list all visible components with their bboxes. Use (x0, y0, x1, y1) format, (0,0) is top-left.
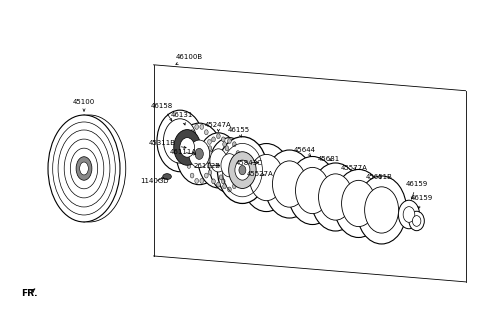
Ellipse shape (76, 157, 92, 180)
Ellipse shape (195, 124, 199, 129)
Text: 45527A: 45527A (247, 171, 274, 177)
Ellipse shape (235, 160, 250, 180)
Ellipse shape (212, 179, 216, 184)
Ellipse shape (200, 179, 204, 183)
Ellipse shape (163, 119, 197, 163)
Ellipse shape (228, 139, 231, 144)
Ellipse shape (176, 123, 222, 185)
Ellipse shape (239, 166, 246, 175)
Text: 45651B: 45651B (366, 174, 393, 179)
Ellipse shape (186, 151, 190, 156)
Ellipse shape (207, 158, 210, 163)
Ellipse shape (204, 130, 208, 135)
Ellipse shape (232, 184, 236, 189)
Ellipse shape (190, 173, 194, 178)
Ellipse shape (223, 142, 227, 147)
Ellipse shape (163, 174, 171, 179)
Ellipse shape (296, 168, 329, 214)
Ellipse shape (219, 175, 223, 180)
Ellipse shape (288, 156, 337, 225)
Ellipse shape (311, 163, 360, 231)
Ellipse shape (187, 139, 191, 145)
Ellipse shape (221, 179, 225, 184)
Ellipse shape (398, 200, 420, 229)
Ellipse shape (250, 155, 283, 201)
Ellipse shape (334, 169, 384, 237)
Ellipse shape (273, 161, 306, 207)
Ellipse shape (264, 150, 314, 218)
Ellipse shape (357, 176, 407, 244)
Text: 1140GD: 1140GD (140, 178, 169, 184)
Ellipse shape (216, 182, 220, 187)
Ellipse shape (54, 115, 126, 222)
Ellipse shape (208, 163, 211, 168)
Ellipse shape (195, 148, 204, 159)
Ellipse shape (412, 216, 421, 226)
Ellipse shape (409, 211, 424, 231)
Ellipse shape (208, 170, 212, 175)
Ellipse shape (225, 170, 228, 175)
Text: 46159: 46159 (406, 181, 428, 199)
Ellipse shape (365, 187, 398, 233)
Ellipse shape (227, 158, 230, 163)
Ellipse shape (80, 162, 88, 175)
Ellipse shape (241, 144, 291, 212)
Ellipse shape (195, 179, 199, 183)
Ellipse shape (216, 134, 220, 139)
Ellipse shape (187, 163, 191, 168)
Ellipse shape (225, 146, 228, 151)
Ellipse shape (223, 184, 227, 189)
Text: 45311B: 45311B (149, 140, 186, 148)
Ellipse shape (228, 187, 231, 192)
Ellipse shape (174, 130, 201, 165)
Ellipse shape (218, 163, 221, 168)
Text: 46159: 46159 (410, 195, 432, 209)
Ellipse shape (190, 130, 194, 135)
Ellipse shape (209, 138, 250, 193)
Ellipse shape (238, 163, 241, 168)
Ellipse shape (228, 152, 256, 189)
Ellipse shape (236, 175, 240, 180)
Text: 45247A: 45247A (205, 122, 232, 132)
Ellipse shape (221, 154, 238, 177)
Text: 45644: 45644 (294, 147, 316, 156)
Ellipse shape (209, 151, 213, 156)
Ellipse shape (48, 115, 120, 222)
Ellipse shape (319, 174, 352, 220)
Ellipse shape (157, 110, 203, 172)
Text: 46155: 46155 (228, 127, 250, 137)
Text: 46111A: 46111A (170, 149, 197, 155)
Ellipse shape (221, 137, 225, 142)
Text: 45577A: 45577A (341, 165, 368, 171)
Ellipse shape (219, 151, 223, 156)
Ellipse shape (217, 137, 267, 203)
Text: FR.: FR. (22, 289, 38, 298)
Text: 46100B: 46100B (176, 54, 203, 64)
Text: 45681: 45681 (318, 156, 340, 162)
Ellipse shape (180, 138, 194, 157)
Text: 46158: 46158 (151, 103, 173, 121)
Ellipse shape (212, 137, 216, 142)
Text: 26112B: 26112B (194, 163, 221, 169)
Ellipse shape (342, 180, 375, 226)
Text: 45100: 45100 (73, 99, 95, 111)
Ellipse shape (210, 149, 227, 172)
Text: 46131: 46131 (170, 112, 192, 125)
Text: 45843C: 45843C (235, 160, 262, 166)
Ellipse shape (189, 140, 210, 168)
Ellipse shape (208, 139, 211, 145)
Ellipse shape (208, 146, 212, 151)
Ellipse shape (200, 124, 204, 129)
Ellipse shape (198, 133, 239, 188)
Ellipse shape (204, 173, 208, 178)
Ellipse shape (403, 207, 415, 222)
Ellipse shape (236, 151, 240, 156)
Ellipse shape (232, 142, 236, 147)
